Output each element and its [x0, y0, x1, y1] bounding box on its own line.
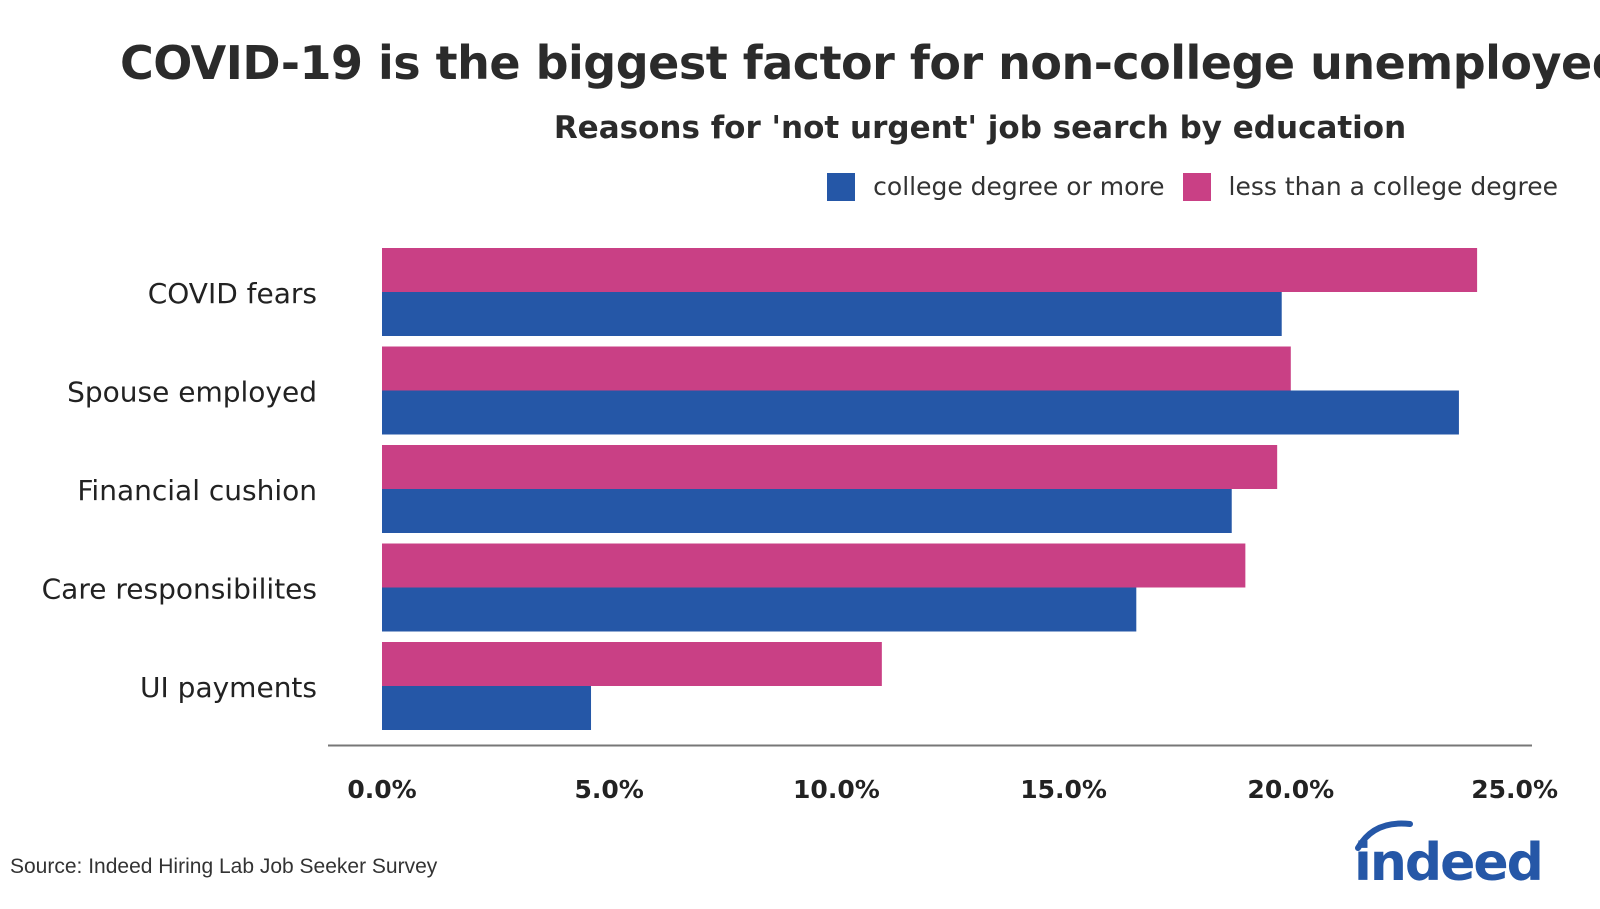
- bar-spouse-employed-non-college: [382, 346, 1291, 391]
- bar-care-responsibilites-college: [382, 587, 1137, 632]
- x-tick-label: 20.0%: [1247, 775, 1334, 804]
- legend-item-college: college degree or more: [827, 172, 1165, 201]
- x-tick-label: 5.0%: [575, 775, 644, 804]
- category-label: Financial cushion: [77, 474, 317, 507]
- category-label: Care responsibilites: [42, 573, 317, 606]
- bar-covid-fears-non-college: [382, 248, 1478, 292]
- legend-item-non-college: less than a college degree: [1182, 172, 1558, 201]
- legend-label-college: college degree or more: [873, 172, 1165, 201]
- bar-financial-cushion-college: [382, 489, 1232, 533]
- bar-financial-cushion-non-college: [382, 445, 1278, 489]
- category-label: COVID fears: [148, 277, 317, 310]
- chart-title: COVID-19 is the biggest factor for non-c…: [120, 36, 1600, 90]
- legend-swatch-non-college: [1182, 172, 1211, 201]
- bar-ui-payments-college: [382, 686, 592, 730]
- legend-label-non-college: less than a college degree: [1228, 172, 1558, 201]
- x-tick-label: 0.0%: [347, 775, 416, 804]
- chart-subtitle: Reasons for 'not urgent' job search by e…: [553, 110, 1407, 146]
- bar-care-responsibilites-non-college: [382, 543, 1246, 588]
- indeed-logo-icon: indeed: [1354, 820, 1544, 893]
- bar-spouse-employed-college: [382, 390, 1459, 435]
- logo-text: indeed: [1354, 833, 1542, 893]
- bar-ui-payments-non-college: [382, 642, 882, 686]
- bar-covid-fears-college: [382, 292, 1282, 336]
- category-label: UI payments: [140, 671, 317, 704]
- source-note: Source: Indeed Hiring Lab Job Seeker Sur…: [10, 855, 438, 878]
- legend: college degree or more less than a colle…: [827, 172, 1558, 201]
- category-label: Spouse employed: [67, 376, 317, 409]
- x-tick-label: 15.0%: [1020, 775, 1107, 804]
- x-tick-label: 10.0%: [793, 775, 880, 804]
- legend-swatch-college: [827, 172, 856, 201]
- x-tick-label: 25.0%: [1471, 775, 1558, 804]
